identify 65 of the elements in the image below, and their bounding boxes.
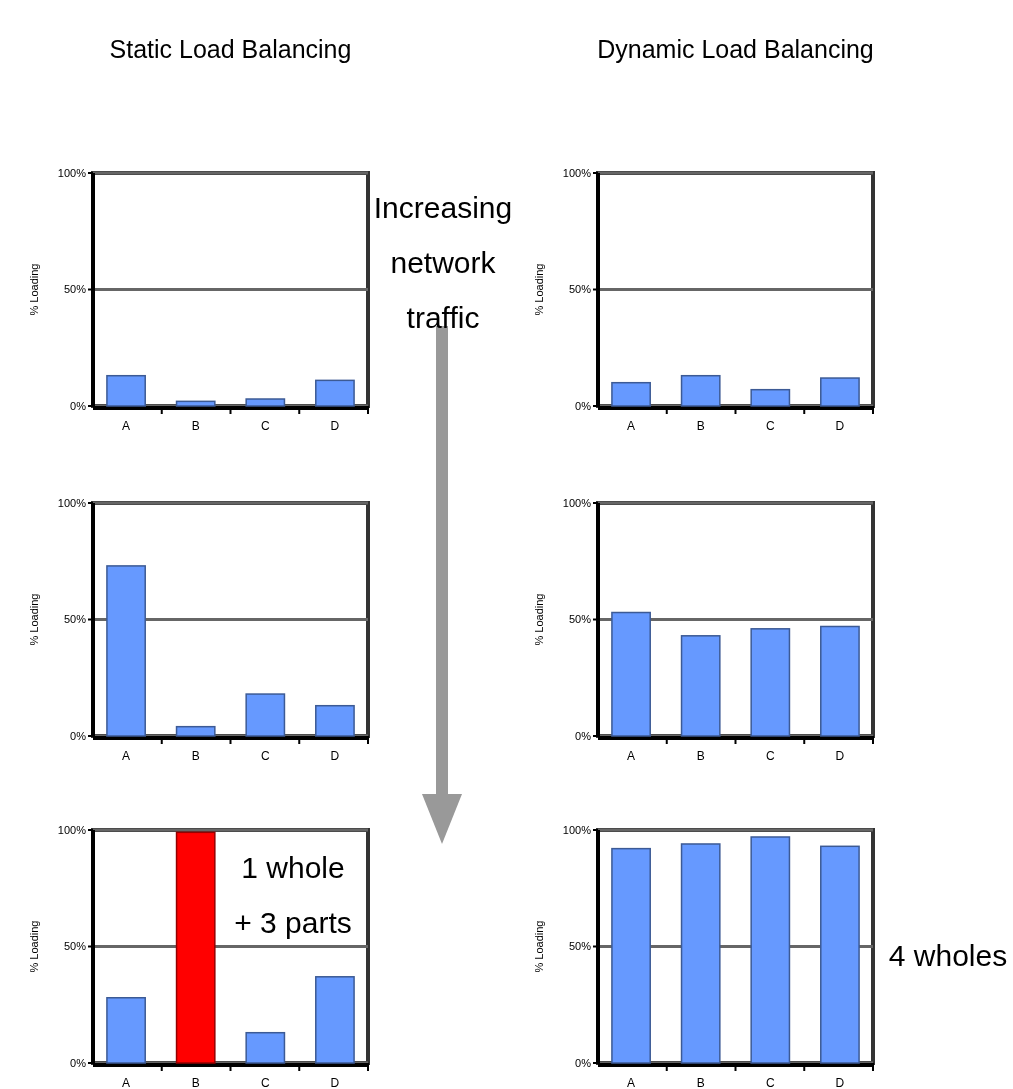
x-tick-label: A	[122, 1076, 131, 1089]
x-tick-label: D	[835, 419, 845, 433]
bar	[106, 565, 146, 737]
y-tick-label: 0%	[70, 729, 87, 742]
y-tick-label: 100%	[57, 496, 87, 509]
x-tick-label: D	[330, 419, 340, 433]
y-tick-label: 50%	[63, 283, 87, 296]
y-tick-label: 100%	[562, 496, 592, 509]
x-tick-label: C	[260, 749, 270, 763]
y-axis-title: % Loading	[533, 920, 545, 973]
x-tick-label: D	[330, 749, 340, 763]
x-tick-label: A	[122, 749, 131, 763]
x-tick-label: B	[191, 749, 200, 763]
bar	[245, 398, 286, 407]
y-tick-label: 100%	[562, 823, 592, 836]
x-tick-label: A	[627, 749, 636, 763]
x-tick-label: D	[835, 749, 845, 763]
x-tick-label: A	[627, 419, 636, 433]
annotation: 1 whole + 3 parts	[234, 851, 352, 939]
bar	[315, 704, 355, 737]
y-axis-title: % Loading	[28, 263, 40, 316]
bar	[175, 725, 216, 737]
y-tick-label: 50%	[568, 940, 592, 953]
x-tick-label: D	[330, 1076, 340, 1089]
chart-title: Static Load Balancing	[109, 35, 352, 63]
bar	[106, 997, 146, 1064]
y-tick-label: 100%	[57, 823, 87, 836]
bar	[245, 1031, 286, 1064]
text: Increasing network traffic	[373, 191, 513, 334]
bar	[245, 693, 286, 737]
x-tick-label: A	[122, 419, 131, 433]
y-tick-label: 0%	[575, 399, 592, 412]
x-tick-label: A	[627, 1076, 636, 1089]
text: 4 wholes	[888, 939, 1008, 972]
y-tick-label: 100%	[57, 166, 87, 179]
bar	[106, 374, 146, 407]
y-tick-label: 50%	[63, 940, 87, 953]
y-tick-label: 100%	[562, 166, 592, 179]
bar	[315, 976, 355, 1064]
x-tick-label: B	[191, 419, 200, 433]
y-tick-label: 50%	[63, 613, 87, 626]
x-tick-label: C	[765, 749, 775, 763]
y-tick-label: 0%	[575, 729, 592, 742]
x-tick-label: B	[696, 749, 705, 763]
bar	[175, 400, 216, 407]
y-tick-label: 0%	[70, 399, 87, 412]
x-tick-label: C	[260, 419, 270, 433]
x-tick-label: B	[696, 419, 705, 433]
x-tick-label: C	[765, 419, 775, 433]
chart-title: Dynamic Load Balancing	[597, 35, 874, 63]
y-axis-title: % Loading	[28, 593, 40, 646]
x-tick-label: B	[696, 1076, 705, 1089]
y-tick-label: 0%	[70, 1056, 87, 1069]
bar	[175, 831, 216, 1064]
y-tick-label: 50%	[568, 613, 592, 626]
x-tick-label: D	[835, 1076, 845, 1089]
y-axis-title: % Loading	[28, 920, 40, 973]
x-tick-label: C	[765, 1076, 775, 1089]
x-tick-label: C	[260, 1076, 270, 1089]
y-axis-title: % Loading	[533, 263, 545, 316]
y-tick-label: 0%	[575, 1056, 592, 1069]
y-tick-label: 50%	[568, 283, 592, 296]
y-axis-title: % Loading	[533, 593, 545, 646]
bar	[315, 379, 355, 407]
x-tick-label: B	[191, 1076, 200, 1089]
